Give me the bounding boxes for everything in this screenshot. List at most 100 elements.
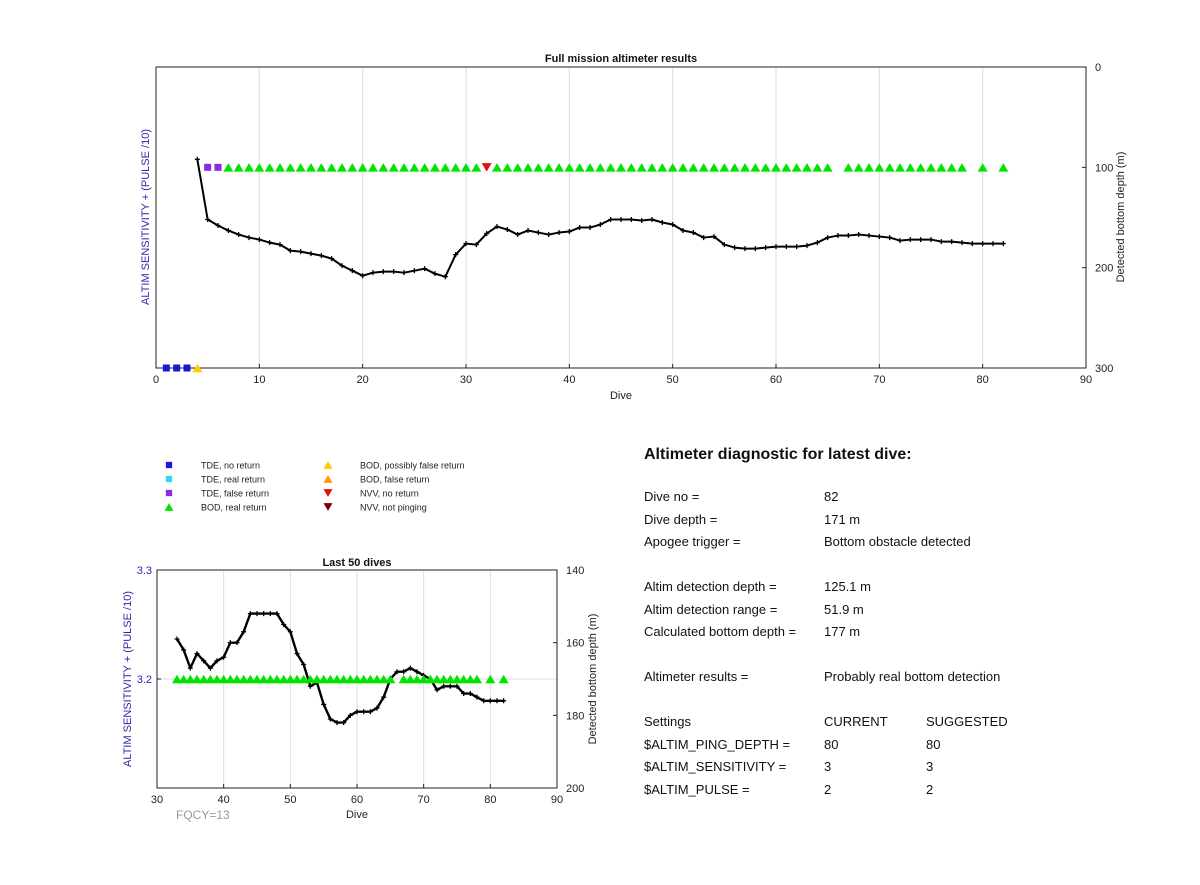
status-marker: [358, 674, 369, 684]
depth-point: [980, 241, 986, 247]
status-marker: [750, 163, 761, 172]
setting-current: 2: [824, 781, 832, 797]
y-right-tick-label: 200: [1095, 263, 1113, 275]
status-marker: [399, 163, 409, 172]
depth-point: [577, 225, 583, 231]
status-marker: [192, 363, 203, 373]
depth-point: [267, 240, 273, 246]
x-tick-label: 50: [667, 374, 679, 386]
last-50-ylabel-left: ALTIM SENSITIVITY + (PULSE /10): [122, 591, 134, 767]
x-tick-label: 30: [460, 374, 472, 386]
legend-label: NVV, not pinging: [360, 503, 427, 513]
settings-header: Settings: [644, 714, 691, 729]
depth-point: [347, 712, 353, 718]
status-marker: [352, 674, 362, 684]
depth-point: [422, 266, 428, 272]
status-marker: [729, 163, 740, 172]
depth-point: [298, 249, 304, 255]
dive-no-label: Dive no =: [644, 489, 700, 504]
depth-point: [321, 701, 327, 707]
full-mission-xlabel: Dive: [610, 390, 632, 402]
depth-point: [690, 230, 696, 236]
x-tick-label: 30: [151, 794, 163, 806]
depth-point: [361, 709, 367, 715]
detection-range-row: Altim detection range = 51.9 m: [644, 599, 1164, 622]
depth-point: [407, 665, 413, 671]
depth-point: [267, 611, 273, 617]
status-marker: [822, 163, 833, 172]
depth-point: [327, 716, 333, 722]
status-marker: [585, 163, 595, 172]
depth-point: [501, 698, 507, 704]
x-tick-label: 0: [153, 374, 159, 386]
status-marker: [425, 674, 436, 684]
status-marker: [564, 163, 575, 172]
legend-marker: [164, 503, 174, 511]
depth-point: [391, 269, 397, 275]
setting-suggested: 2: [926, 781, 934, 797]
full-mission-title: Full mission altimeter results: [545, 53, 697, 65]
setting-row: $ALTIM_PULSE = 2 2: [644, 779, 1164, 802]
depth-point: [461, 691, 467, 697]
depth-point: [484, 231, 490, 237]
suggested-header: SUGGESTED: [926, 714, 1008, 729]
current-header: CURRENT: [824, 714, 888, 729]
depth-point: [659, 220, 665, 226]
status-marker: [412, 674, 422, 684]
depth-point: [670, 222, 676, 228]
dive-no-value: 82: [824, 489, 839, 504]
depth-point: [441, 683, 447, 689]
detection-range-label: Altim detection range =: [644, 601, 778, 617]
status-marker: [853, 163, 864, 172]
last-50-ylabel-right: Detected bottom depth (m): [587, 614, 599, 745]
status-marker: [481, 163, 492, 172]
status-marker: [438, 674, 449, 684]
y-right-tick-label: 160: [566, 638, 584, 650]
status-marker: [450, 163, 461, 172]
depth-point: [949, 239, 955, 245]
depth-point: [394, 669, 400, 675]
depth-point: [281, 622, 287, 627]
depth-point: [587, 225, 593, 231]
setting-suggested: 80: [926, 736, 941, 752]
depth-point: [254, 611, 260, 617]
depth-point: [752, 246, 758, 252]
x-tick-label: 80: [484, 794, 496, 806]
status-marker: [332, 674, 342, 684]
status-marker: [472, 674, 482, 684]
depth-point: [374, 705, 380, 711]
detection-depth-label: Altim detection depth =: [644, 579, 777, 594]
status-marker: [926, 163, 936, 172]
status-marker: [698, 163, 709, 172]
depth-point: [742, 246, 748, 252]
x-tick-label: 90: [1080, 374, 1092, 386]
depth-point: [835, 233, 841, 239]
status-marker: [430, 163, 440, 172]
status-marker: [232, 674, 242, 684]
full-mission-chart: 0 10 20 30 40 50 60 70 80 90 0 100 200 300 Full missi…: [140, 53, 1127, 402]
status-marker: [915, 163, 926, 172]
setting-name: $ALTIM_PULSE =: [644, 781, 750, 797]
status-marker: [533, 163, 544, 172]
depth-point: [794, 244, 800, 250]
status-marker: [512, 163, 523, 172]
depth-point: [535, 230, 541, 236]
status-marker: [471, 163, 482, 172]
depth-point: [639, 218, 645, 224]
setting-current: 80: [824, 736, 839, 752]
status-marker: [295, 163, 306, 172]
status-marker: [740, 163, 750, 172]
x-tick-label: 20: [357, 374, 369, 386]
marker-legend: TDE, no return TDE, real return TDE, false…: [164, 461, 465, 513]
depth-point: [354, 709, 360, 715]
setting-current: 3: [824, 759, 832, 774]
status-marker: [347, 163, 358, 172]
status-marker: [936, 163, 947, 172]
depth-point: [380, 269, 386, 275]
y-left-tick-label: 3.2: [137, 674, 152, 686]
depth-point: [773, 244, 779, 250]
status-marker: [316, 163, 327, 172]
status-marker: [409, 163, 420, 172]
depth-point: [205, 217, 211, 223]
status-marker: [719, 163, 730, 172]
